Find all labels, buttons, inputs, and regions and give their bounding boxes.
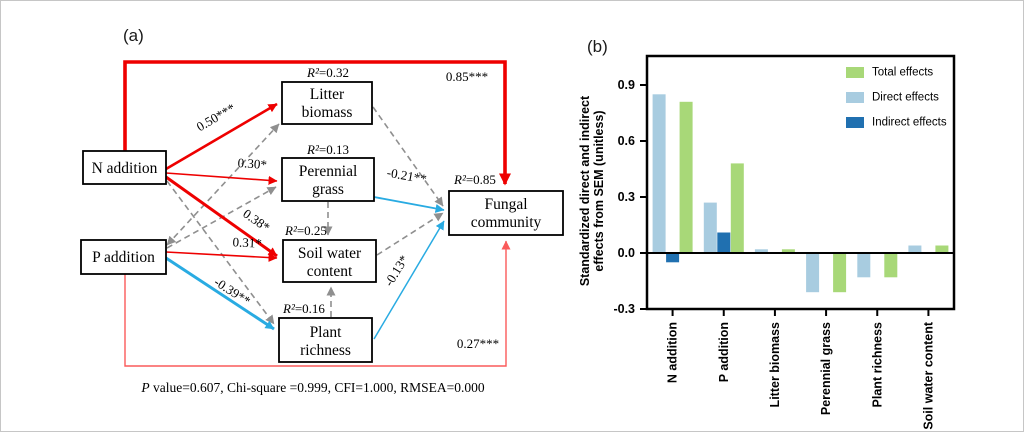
- bar-indirect-effects-n-addition: [666, 253, 680, 263]
- legend-label-direct-effects: Direct effects: [872, 92, 939, 104]
- bar-direct-effects-n-addition: [652, 94, 666, 253]
- legend-swatch-direct-effects: [846, 92, 864, 103]
- path-grass-to-fungal: [373, 196, 445, 213]
- x-category-label: N addition: [666, 322, 680, 383]
- coef-n-grass: 0.30*: [237, 155, 267, 172]
- bar-direct-effects-litter-biomass: [754, 249, 768, 253]
- y-axis-label-line: effects from SEM (unitless): [592, 110, 606, 271]
- coef-p-fungal: 0.27***: [457, 336, 499, 351]
- bar-indirect-effects-p-addition: [717, 232, 731, 253]
- coef-n-swc: 0.38*: [240, 206, 273, 235]
- sem-solid-paths: [123, 60, 511, 367]
- fungal-label-2: community: [471, 214, 542, 231]
- swc-label-2: content: [307, 263, 353, 280]
- legend-label-total-effects: Total effects: [872, 67, 933, 79]
- sem-box-perennial-grass: Perennial grass: [281, 157, 375, 202]
- r2-swc: R²=0.25: [284, 223, 327, 238]
- y-axis-label-line: Standardized direct and indirect: [578, 95, 592, 286]
- y-tick-label: 0.9: [618, 78, 635, 92]
- path-p-to-swc: [165, 251, 278, 263]
- bar-total-effects-p-addition: [730, 163, 744, 253]
- fungal-label-1: Fungal: [484, 196, 527, 213]
- path-n-to-grass: [165, 172, 278, 185]
- x-category-label: P addition: [717, 322, 731, 382]
- path-n-to-swc: [165, 175, 278, 258]
- r2-litter: R²=0.32: [306, 65, 349, 80]
- y-tick-label: 0.3: [618, 190, 635, 204]
- bar-total-effects-litter-biomass: [781, 249, 795, 253]
- n-addition-label: N addition: [92, 160, 158, 177]
- sem-box-plant-richness: Plant richness: [278, 317, 373, 363]
- path-n-to-litter: [165, 102, 278, 171]
- bar-total-effects-n-addition: [679, 101, 693, 253]
- sem-box-fungal-community: Fungal community: [448, 190, 564, 236]
- richness-label-2: richness: [300, 342, 351, 359]
- path-richness-to-fungal: [373, 220, 445, 340]
- litter-label-2: biomass: [302, 104, 353, 121]
- sem-box-litter-biomass: Litter biomass: [281, 81, 373, 125]
- y-tick-label: 0.6: [618, 134, 635, 148]
- sem-box-p-addition: P addition: [80, 239, 167, 275]
- effects-chart-panel: (b) -0.3 0.0 0.3 0.6 0.9 N addition P addition…: [578, 37, 956, 430]
- sem-boxes: N addition P addition Litter biomass Per…: [80, 81, 564, 363]
- r2-richness: R²=0.16: [282, 301, 325, 316]
- path-swc-to-fungal-dashed: [376, 212, 444, 256]
- panel-a-label: (a): [123, 26, 144, 45]
- legend-label-indirect-effects: Indirect effects: [872, 117, 947, 129]
- coef-n-fungal: 0.85***: [446, 69, 488, 84]
- bar-total-effects-plant-richness: [884, 253, 898, 278]
- sem-box-n-addition: N addition: [82, 150, 167, 185]
- sem-r2-labels: R²=0.32 R²=0.13 R²=0.25 R²=0.16 R²=0.85: [282, 65, 496, 316]
- litter-label-1: Litter: [310, 86, 345, 103]
- plot-frame: [645, 54, 956, 311]
- coef-grass-fungal: -0.21**: [386, 165, 428, 187]
- y-tick-label: 0.0: [618, 246, 635, 260]
- bar-direct-effects-perennial-grass: [806, 253, 820, 293]
- panel-b-label: (b): [587, 37, 608, 56]
- coef-p-swc: 0.31*: [232, 234, 262, 251]
- swc-label-1: Soil water: [298, 245, 362, 262]
- bar-total-effects-perennial-grass: [833, 253, 847, 293]
- fit-statistics: P value=0.607, Chi-square =0.999, CFI=1.…: [140, 380, 484, 395]
- path-p-to-richness: [165, 256, 275, 331]
- y-tick-label: -0.3: [613, 302, 635, 316]
- sem-box-soil-water-content: Soil water content: [282, 239, 377, 283]
- grass-label-2: grass: [312, 181, 344, 198]
- path-p-to-fungal-bottom: [124, 240, 511, 367]
- x-category-label: Perennial grass: [819, 322, 833, 415]
- richness-label-1: Plant: [310, 324, 343, 341]
- path-n-to-fungal-top: [123, 60, 511, 186]
- x-category-label: Plant richness: [870, 322, 884, 407]
- bar-direct-effects-p-addition: [703, 202, 717, 253]
- p-addition-label: P addition: [92, 249, 155, 266]
- legend-swatch-total-effects: [846, 67, 864, 78]
- legend-swatch-indirect-effects: [846, 117, 864, 128]
- r2-grass: R²=0.13: [306, 142, 349, 157]
- path-p-to-litter-dashed: [166, 123, 280, 246]
- coef-n-litter: 0.50***: [194, 100, 238, 134]
- path-litter-to-fungal-dashed: [372, 106, 444, 207]
- x-category-label: Litter biomass: [768, 322, 782, 407]
- bar-direct-effects-plant-richness: [857, 253, 871, 278]
- bar-total-effects-soil-water-content: [935, 245, 949, 253]
- bar-direct-effects-soil-water-content: [908, 245, 922, 253]
- r2-fungal: R²=0.85: [453, 172, 496, 187]
- grass-label-1: Perennial: [299, 163, 358, 180]
- sem-panel: (a) 0.50*** 0.30* 0.38*: [80, 26, 564, 395]
- x-category-label: Soil water content: [921, 321, 935, 429]
